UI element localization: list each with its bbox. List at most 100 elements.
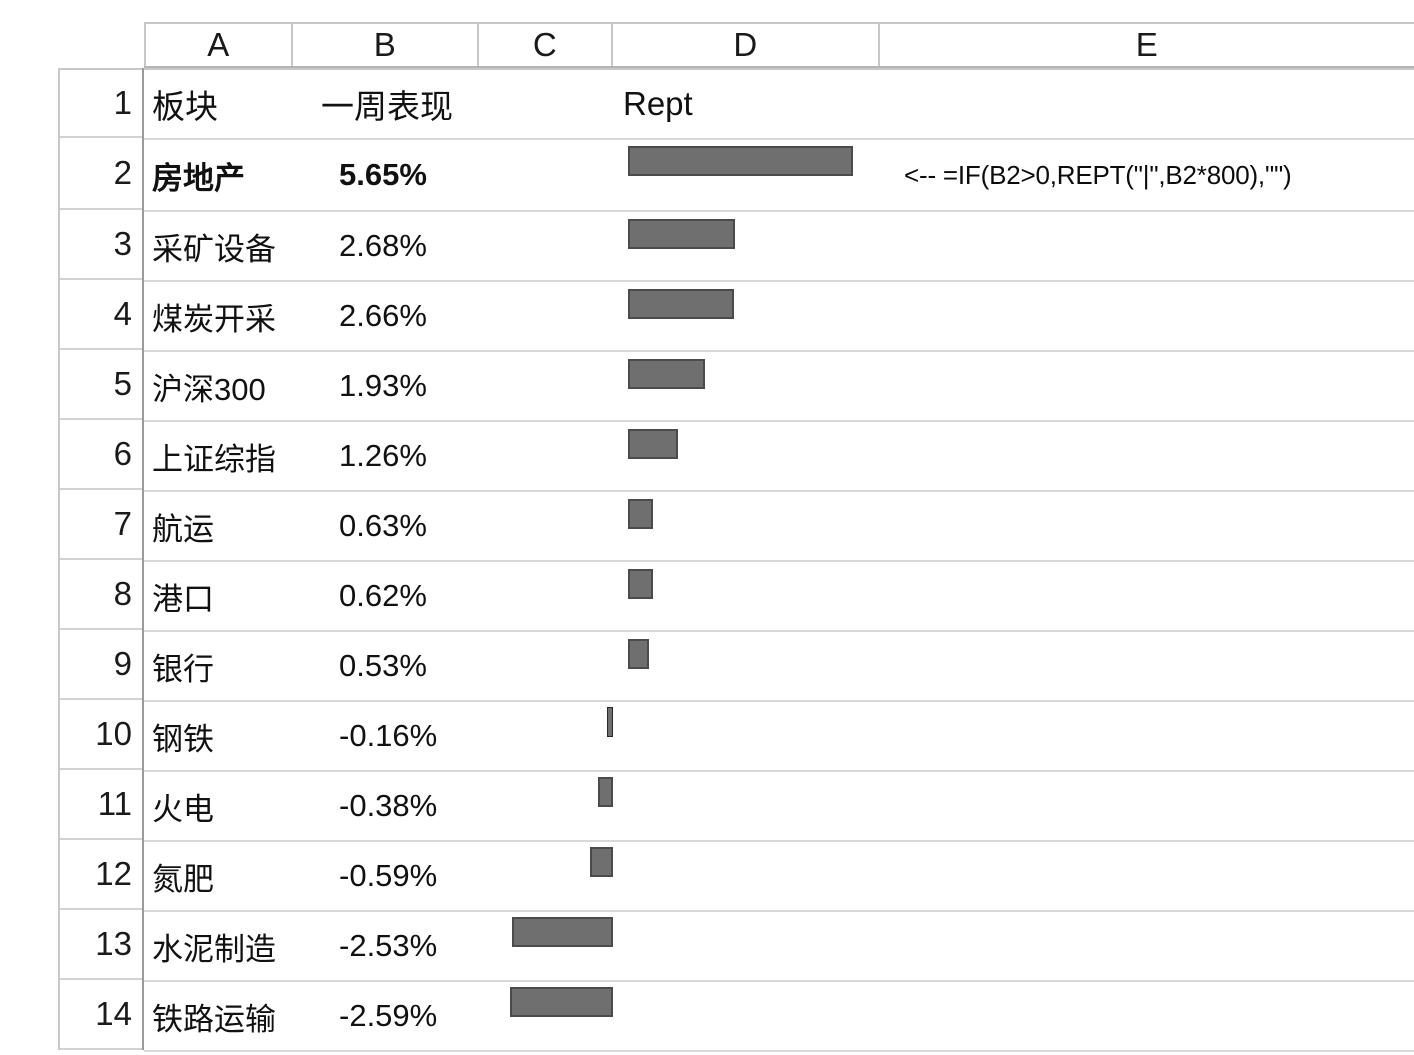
cell-e5[interactable]: [880, 352, 1414, 420]
row-header-8[interactable]: 8: [60, 560, 142, 630]
cell-c14[interactable]: [479, 982, 613, 1050]
cell-a10[interactable]: 钢铁: [144, 702, 293, 770]
cell-c8[interactable]: [479, 562, 613, 630]
cell-c7[interactable]: [479, 492, 613, 560]
row-header-6[interactable]: 6: [60, 420, 142, 490]
cell-b9[interactable]: 0.53%: [293, 632, 479, 700]
row-header-9[interactable]: 9: [60, 630, 142, 700]
cell-d8[interactable]: [613, 562, 880, 630]
table-row: 银行 0.53%: [144, 632, 1414, 702]
column-header-d[interactable]: D: [613, 24, 880, 66]
cell-c11[interactable]: [479, 772, 613, 840]
formula-annotation: <-- =IF(B2>0,REPT("|",B2*800),""): [904, 159, 1292, 190]
row-header-11[interactable]: 11: [60, 770, 142, 840]
cell-b12[interactable]: -0.59%: [293, 842, 479, 910]
cell-a14[interactable]: 铁路运输: [144, 982, 293, 1050]
row-header-12[interactable]: 12: [60, 840, 142, 910]
cell-d12[interactable]: [613, 842, 880, 910]
cell-a6[interactable]: 上证综指: [144, 422, 293, 490]
table-row: 港口 0.62%: [144, 562, 1414, 632]
cell-d10[interactable]: [613, 702, 880, 770]
cell-b5[interactable]: 1.93%: [293, 352, 479, 420]
cell-d11[interactable]: [613, 772, 880, 840]
cell-e11[interactable]: [880, 772, 1414, 840]
cell-a4[interactable]: 煤炭开采: [144, 282, 293, 350]
cell-e9[interactable]: [880, 632, 1414, 700]
cell-e13[interactable]: [880, 912, 1414, 980]
cell-d14[interactable]: [613, 982, 880, 1050]
table-row: 采矿设备 2.68%: [144, 212, 1414, 282]
cell-c4[interactable]: [479, 282, 613, 350]
cell-e4[interactable]: [880, 282, 1414, 350]
column-header-e[interactable]: E: [880, 24, 1414, 66]
cell-b6[interactable]: 1.26%: [293, 422, 479, 490]
row-header-2[interactable]: 2: [60, 138, 142, 210]
perf-value: -0.59%: [339, 858, 438, 893]
cell-a13[interactable]: 水泥制造: [144, 912, 293, 980]
cell-e6[interactable]: [880, 422, 1414, 490]
column-header-c[interactable]: C: [479, 24, 613, 66]
column-header-b[interactable]: B: [293, 24, 479, 66]
cell-c12[interactable]: [479, 842, 613, 910]
cell-e12[interactable]: [880, 842, 1414, 910]
cell-e14[interactable]: [880, 982, 1414, 1050]
perf-value: 0.53%: [339, 648, 427, 683]
cell-a3[interactable]: 采矿设备: [144, 212, 293, 280]
row-header-1[interactable]: 1: [60, 68, 142, 138]
cell-b2[interactable]: 5.65%: [293, 140, 479, 210]
cell-e1[interactable]: [880, 70, 1414, 138]
cell-d9[interactable]: [613, 632, 880, 700]
cell-b10[interactable]: -0.16%: [293, 702, 479, 770]
row-header-4[interactable]: 4: [60, 280, 142, 350]
cell-a8[interactable]: 港口: [144, 562, 293, 630]
cell-c1[interactable]: [479, 70, 613, 138]
cell-d1[interactable]: Rept: [613, 70, 880, 138]
cell-d7[interactable]: [613, 492, 880, 560]
row-header-13[interactable]: 13: [60, 910, 142, 980]
cell-b4[interactable]: 2.66%: [293, 282, 479, 350]
cell-c9[interactable]: [479, 632, 613, 700]
cell-c5[interactable]: [479, 352, 613, 420]
cell-a12[interactable]: 氮肥: [144, 842, 293, 910]
cell-a11[interactable]: 火电: [144, 772, 293, 840]
cell-e10[interactable]: [880, 702, 1414, 770]
cell-a2[interactable]: 房地产: [144, 140, 293, 210]
sector-label: 煤炭开采: [152, 301, 276, 337]
cell-c3[interactable]: [479, 212, 613, 280]
cell-a1[interactable]: 板块: [144, 70, 293, 138]
cell-b14[interactable]: -2.59%: [293, 982, 479, 1050]
cell-d5[interactable]: [613, 352, 880, 420]
cell-b3[interactable]: 2.68%: [293, 212, 479, 280]
cell-d6[interactable]: [613, 422, 880, 490]
cell-c2[interactable]: [479, 140, 613, 210]
row-header-10[interactable]: 10: [60, 700, 142, 770]
cell-a9[interactable]: 银行: [144, 632, 293, 700]
table-row: 航运 0.63%: [144, 492, 1414, 562]
cell-b11[interactable]: -0.38%: [293, 772, 479, 840]
cell-e7[interactable]: [880, 492, 1414, 560]
cell-d3[interactable]: [613, 212, 880, 280]
cell-d13[interactable]: [613, 912, 880, 980]
cell-a5[interactable]: 沪深300: [144, 352, 293, 420]
column-header-a[interactable]: A: [144, 24, 293, 66]
cell-d2[interactable]: [613, 140, 880, 210]
perf-value: -2.53%: [339, 928, 438, 963]
cell-c13[interactable]: [479, 912, 613, 980]
cell-d4[interactable]: [613, 282, 880, 350]
cell-b8[interactable]: 0.62%: [293, 562, 479, 630]
cell-e3[interactable]: [880, 212, 1414, 280]
cell-c10[interactable]: [479, 702, 613, 770]
perf-value: -0.38%: [339, 788, 438, 823]
row-header-7[interactable]: 7: [60, 490, 142, 560]
cell-e8[interactable]: [880, 562, 1414, 630]
cell-a7[interactable]: 航运: [144, 492, 293, 560]
cell-b1[interactable]: 一周表现: [293, 70, 479, 138]
row-header-3[interactable]: 3: [60, 210, 142, 280]
cell-c6[interactable]: [479, 422, 613, 490]
cell-e2[interactable]: <-- =IF(B2>0,REPT("|",B2*800),""): [880, 140, 1414, 210]
row-header-14[interactable]: 14: [60, 980, 142, 1050]
cell-b13[interactable]: -2.53%: [293, 912, 479, 980]
cell-b7[interactable]: 0.63%: [293, 492, 479, 560]
row-header-5[interactable]: 5: [60, 350, 142, 420]
